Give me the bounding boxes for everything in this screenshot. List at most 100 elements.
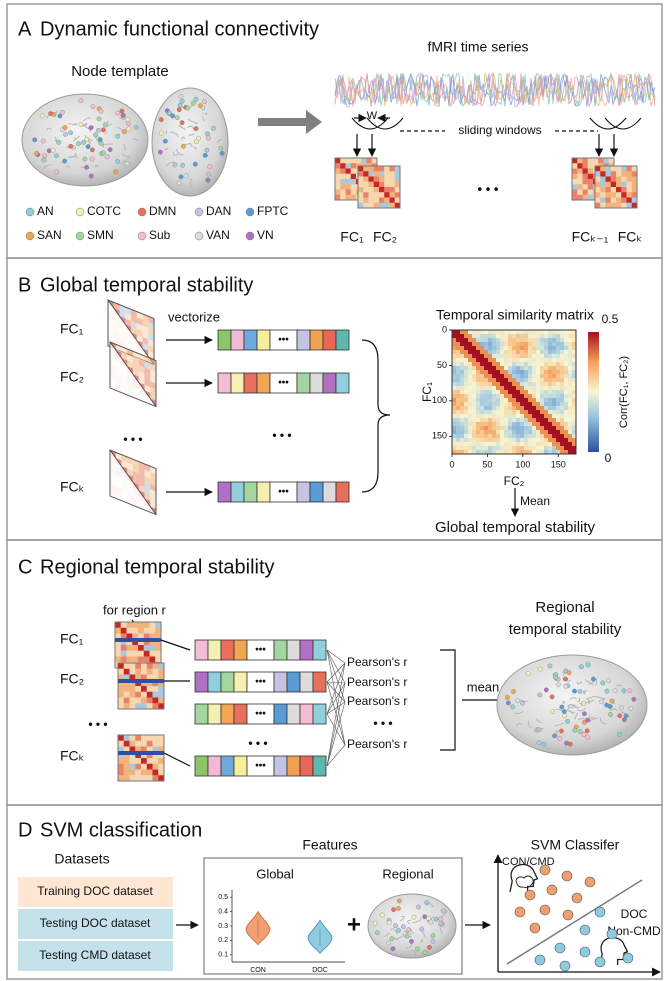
similarity-cell: [536, 382, 540, 386]
legend-swatch: [138, 208, 146, 216]
similarity-cell: [516, 386, 520, 390]
similarity-cell: [500, 374, 504, 378]
fc-cell: [379, 171, 384, 176]
similarity-cell: [492, 342, 496, 346]
similarity-cell: [460, 362, 464, 366]
similarity-cell: [564, 402, 568, 406]
region-row: [118, 751, 164, 755]
similarity-cell: [496, 358, 500, 362]
similarity-cell: [548, 398, 552, 402]
similarity-cell: [540, 338, 544, 342]
fc-cell: [141, 764, 147, 770]
fc-cell: [351, 184, 356, 189]
similarity-cell: [452, 390, 456, 394]
fc-cell: [130, 692, 136, 698]
similarity-cell: [540, 354, 544, 358]
node: [206, 172, 210, 176]
similarity-cell: [512, 422, 516, 426]
fc-cell: [363, 177, 368, 182]
similarity-cell: [492, 358, 496, 362]
fc-cell: [600, 166, 605, 171]
similarity-cell: [556, 430, 560, 434]
similarity-cell: [564, 442, 568, 446]
similarity-cell: [564, 350, 568, 354]
node: [629, 706, 633, 710]
similarity-cell: [556, 406, 560, 410]
similarity-cell: [528, 386, 532, 390]
similarity-cell: [568, 374, 572, 378]
similarity-cell: [492, 422, 496, 426]
similarity-cell: [564, 438, 568, 442]
similarity-cell: [472, 390, 476, 394]
similarity-cell: [484, 370, 488, 374]
similarity-cell: [560, 354, 564, 358]
similarity-cell: [544, 342, 548, 346]
vector-cell: [208, 672, 221, 692]
similarity-cell: [556, 442, 560, 446]
fc-matrix: [595, 166, 637, 208]
similarity-cell: [524, 374, 528, 378]
similarity-cell: [484, 390, 488, 394]
fc-cell: [141, 686, 147, 692]
similarity-cell: [456, 346, 460, 350]
similarity-cell: [512, 370, 516, 374]
similarity-cell: [476, 398, 480, 402]
similarity-cell: [456, 366, 460, 370]
fc-cell: [158, 775, 164, 781]
similarity-cell: [484, 382, 488, 386]
fc-cell: [115, 622, 121, 628]
similarity-cell: [484, 358, 488, 362]
similarity-cell: [520, 430, 524, 434]
fc-cell: [335, 169, 340, 174]
fc-label: FC₂: [60, 369, 84, 385]
fc-cell: [374, 182, 379, 187]
fc-cell: [150, 645, 156, 651]
fc-cell: [583, 195, 588, 200]
fc-cell: [390, 203, 395, 208]
similarity-cell: [496, 350, 500, 354]
fc-cell: [627, 203, 632, 208]
similarity-cell: [512, 442, 516, 446]
vector-ellipsis: •••: [278, 378, 289, 389]
fc-cell: [124, 735, 130, 741]
fc-cell: [577, 169, 582, 174]
legend-swatch: [195, 232, 203, 240]
similarity-cell: [460, 338, 464, 342]
fc-cell: [583, 169, 588, 174]
fc-cell: [598, 158, 603, 163]
similarity-cell: [508, 334, 512, 338]
node: [179, 95, 183, 99]
ellipsis: • • •: [272, 428, 291, 442]
fc-cell: [158, 741, 164, 747]
node: [173, 163, 177, 167]
fc-cell: [147, 698, 153, 704]
similarity-cell: [452, 394, 456, 398]
similarity-cell: [504, 382, 508, 386]
node: [126, 121, 130, 125]
fc-cell: [616, 182, 621, 187]
similarity-cell: [456, 350, 460, 354]
node: [401, 925, 405, 929]
similarity-cell: [552, 438, 556, 442]
connector: [327, 663, 345, 714]
similarity-cell: [560, 334, 564, 338]
fc-cell: [395, 187, 400, 192]
fc-cell: [155, 657, 161, 663]
similarity-cell: [524, 418, 528, 422]
sample-dot: [560, 961, 570, 971]
vector-cell: [310, 330, 323, 350]
similarity-cell: [460, 374, 464, 378]
node: [103, 123, 107, 127]
node: [108, 147, 112, 151]
similarity-cell: [508, 354, 512, 358]
similarity-cell: [508, 422, 512, 426]
sample-dot: [595, 957, 605, 967]
similarity-cell: [492, 378, 496, 382]
similarity-cell: [548, 442, 552, 446]
fc-cell: [369, 166, 374, 171]
similarity-cell: [456, 422, 460, 426]
similarity-cell: [520, 330, 524, 334]
similarity-cell: [528, 346, 532, 350]
node: [84, 165, 88, 169]
fc-cell: [632, 166, 637, 171]
